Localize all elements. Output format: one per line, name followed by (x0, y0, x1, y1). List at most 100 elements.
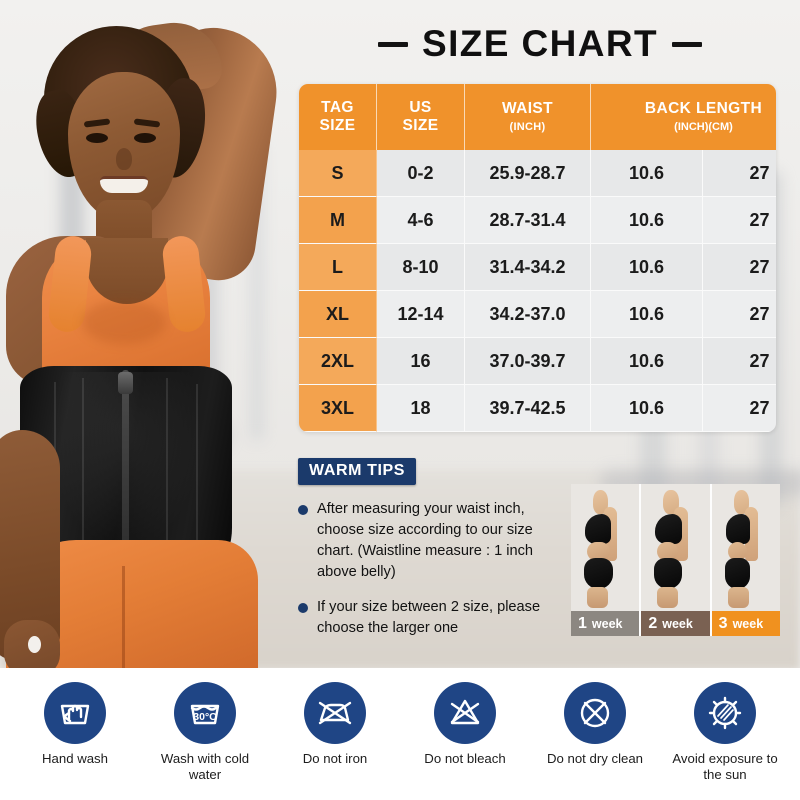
silhouette-head (733, 490, 749, 514)
silhouette-brief (654, 558, 682, 590)
cell-back-length-cm: 27 (703, 385, 776, 432)
care-instruction-label: Wash with cold water (160, 751, 250, 783)
warm-tip-item: If your size between 2 size, please choo… (298, 597, 566, 639)
cell-tag-size: 2XL (299, 338, 377, 385)
title-dash-right-icon (672, 41, 702, 47)
leggings-seam (122, 566, 125, 668)
table-row: 3XL 18 39.7-42.5 10.6 27 (299, 385, 776, 432)
column-header-us-size: US SIZE (377, 84, 465, 150)
cell-back-length-inch: 10.6 (591, 291, 703, 338)
progress-panel-week-2: 2 week (639, 484, 710, 636)
care-instruction-item: Do not dry clean (533, 682, 657, 767)
cell-waist: 28.7-31.4 (465, 197, 591, 244)
waist-unit: (INCH) (509, 121, 546, 134)
progress-comparison-images: 1 week 2 week 3 week (571, 484, 780, 636)
us-size-line2: SIZE (402, 117, 439, 134)
model-smile (100, 176, 148, 193)
do-not-iron-icon (304, 682, 366, 744)
table-row: L 8-10 31.4-34.2 10.6 27 (299, 244, 776, 291)
waist-trainer-boning (82, 378, 84, 570)
cell-tag-size: XL (299, 291, 377, 338)
cell-back-length-inch: 10.6 (591, 385, 703, 432)
silhouette-bra (655, 513, 682, 545)
progress-body-silhouette (651, 490, 701, 608)
cell-back-length-inch: 10.6 (591, 197, 703, 244)
column-header-tag-size: TAG SIZE (299, 84, 377, 150)
silhouette-brief (724, 558, 750, 590)
column-header-back-length: BACK LENGTH (INCH) (CM) (591, 84, 776, 150)
model-face (68, 72, 180, 220)
column-header-waist: WAIST (INCH) (465, 84, 591, 150)
table-row: S 0-2 25.9-28.7 10.6 27 (299, 150, 776, 197)
model-fingernail (28, 636, 41, 653)
table-row: XL 12-14 34.2-37.0 10.6 27 (299, 291, 776, 338)
cell-back-length-cm: 27 (703, 338, 776, 385)
cold-water-wash-icon: 30°C (174, 682, 236, 744)
size-chart-table: TAG SIZE US SIZE WAIST (INCH) BACK LENGT… (299, 84, 776, 432)
week-unit: week (662, 616, 693, 631)
zipper-pull (118, 372, 133, 394)
warm-tips-section: WARM TIPS After measuring your waist inc… (298, 458, 566, 639)
care-instruction-item: Avoid exposure to the sun (663, 682, 787, 784)
silhouette-legs (727, 586, 749, 608)
progress-body-silhouette (581, 490, 631, 608)
back-length-units: (INCH) (CM) (674, 121, 733, 134)
warm-tips-list: After measuring your waist inch, choose … (298, 499, 566, 639)
cell-back-length-inch: 10.6 (591, 150, 703, 197)
bullet-dot-icon (298, 505, 308, 515)
tag-size-line2: SIZE (319, 117, 356, 134)
cell-tag-size: M (299, 197, 377, 244)
silhouette-mid (587, 541, 611, 561)
table-row: M 4-6 28.7-31.4 10.6 27 (299, 197, 776, 244)
cell-back-length-cm: 27 (703, 291, 776, 338)
care-instructions-strip: Hand wash 30°C Wash with cold water Do no… (0, 668, 800, 800)
week-label: 2 week (641, 611, 710, 636)
waist-trainer-zipper (122, 370, 129, 582)
week-number: 2 (648, 614, 658, 632)
table-row: 2XL 16 37.0-39.7 10.6 27 (299, 338, 776, 385)
do-not-dry-clean-icon (564, 682, 626, 744)
progress-body-silhouette (722, 490, 772, 608)
warm-tip-text: If your size between 2 size, please choo… (317, 599, 541, 636)
silhouette-head (663, 490, 679, 514)
week-number: 3 (718, 614, 728, 632)
week-unit: week (591, 616, 623, 631)
cell-waist: 37.0-39.7 (465, 338, 591, 385)
week-label: 1 week (571, 611, 640, 636)
silhouette-bra (725, 513, 750, 545)
silhouette-legs (657, 586, 679, 608)
silhouette-mid (657, 541, 679, 561)
waist-trainer-boning (166, 378, 168, 570)
cell-us-size: 18 (377, 385, 465, 432)
cell-us-size: 0-2 (377, 150, 465, 197)
do-not-bleach-icon (434, 682, 496, 744)
cell-tag-size: S (299, 150, 377, 197)
model-nose (116, 148, 132, 170)
cell-us-size: 4-6 (377, 197, 465, 244)
back-length-cm-unit: (CM) (708, 121, 733, 134)
warm-tips-badge: WARM TIPS (298, 458, 417, 485)
model-photo (0, 0, 300, 668)
page-title-wrapper: SIZE CHART (300, 18, 780, 70)
warm-tip-text: After measuring your waist inch, choose … (317, 501, 534, 580)
care-instruction-label: Do not bleach (424, 751, 506, 766)
cell-back-length-inch: 10.6 (591, 338, 703, 385)
care-instruction-item: Hand wash (13, 682, 137, 767)
cell-us-size: 8-10 (377, 244, 465, 291)
cell-waist: 31.4-34.2 (465, 244, 591, 291)
care-instruction-label: Hand wash (42, 751, 108, 766)
waist-trainer-boning (196, 384, 198, 562)
silhouette-mid (727, 541, 747, 561)
bullet-dot-icon (298, 603, 308, 613)
cell-waist: 34.2-37.0 (465, 291, 591, 338)
cell-us-size: 12-14 (377, 291, 465, 338)
silhouette-head (593, 490, 609, 514)
tag-size-line1: TAG (321, 99, 354, 117)
title-dash-left-icon (378, 41, 408, 47)
week-unit: week (732, 616, 764, 631)
care-instruction-item: 30°C Wash with cold water (143, 682, 267, 784)
warm-tip-item: After measuring your waist inch, choose … (298, 499, 566, 583)
silhouette-brief (584, 558, 614, 590)
tank-shadow (82, 300, 166, 344)
cell-waist: 25.9-28.7 (465, 150, 591, 197)
